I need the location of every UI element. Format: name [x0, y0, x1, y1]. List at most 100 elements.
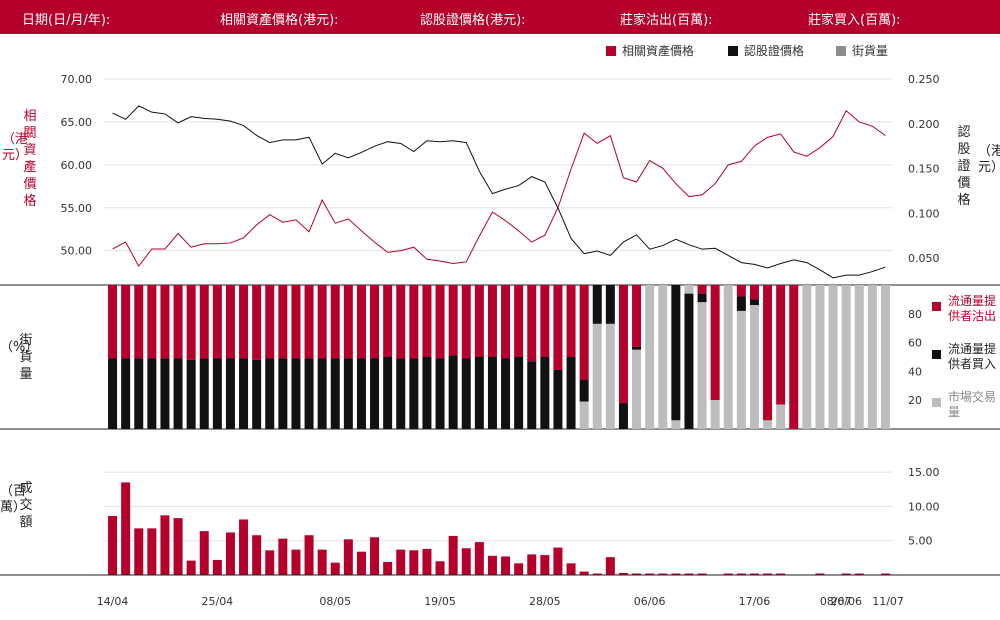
market-volume-bar [749, 305, 759, 429]
lp-buy-bar [487, 357, 497, 429]
lp-sell-bar [278, 285, 288, 359]
date-label: 日期(日/月/年): [22, 13, 111, 28]
lp-sell-bar [134, 285, 144, 359]
turnover-bar [160, 515, 170, 575]
lp-sell-bar [789, 285, 799, 429]
turnover-bar [409, 550, 419, 575]
turnover-bar [566, 563, 576, 575]
market-volume-bar [605, 323, 615, 429]
warrant-price-line [112, 105, 886, 279]
turnover-bar [448, 535, 458, 575]
turnover-bar [553, 547, 563, 575]
lp-buy-bar [435, 358, 445, 429]
turnover-bar [121, 482, 131, 575]
lp-buy-bar [632, 346, 642, 350]
mid-left-axis-unit: （%） [0, 340, 39, 355]
lp-sell-bar [252, 285, 262, 360]
legend-underlying-swatch [606, 46, 616, 56]
legend-outstanding-label: 街貨量 [852, 44, 889, 58]
market-volume-bar [684, 285, 694, 294]
lp-sell-bar [514, 285, 524, 357]
underlying-price-line [112, 109, 886, 268]
lp-buy-bar [514, 357, 524, 429]
mid-y-tick-label: 20 [908, 394, 922, 407]
x-tick-label: 08/07 [820, 595, 852, 608]
lp-sell-bar [540, 285, 550, 357]
lp-buy-bar [147, 358, 157, 429]
lp-sell-bar [763, 285, 773, 421]
bottom-y-tick-label: 5.00 [908, 535, 933, 548]
legend-warrant[interactable]: 認股證價格 [728, 42, 804, 59]
x-tick-label: 17/06 [739, 595, 771, 608]
lp-buy-bar [566, 357, 576, 429]
lp-sell-bar [553, 285, 563, 370]
turnover-bar [291, 549, 301, 575]
legend-outstanding-swatch [836, 46, 846, 56]
lp-buy-bar [749, 299, 759, 306]
turnover-bar [487, 555, 497, 575]
left-y-tick-label: 70.00 [61, 73, 93, 86]
turnover-bar [618, 572, 628, 575]
lp-sell-bar [225, 285, 235, 359]
x-tick-label: 06/06 [634, 595, 666, 608]
turnover-bar [396, 549, 406, 575]
lp-buy-bar [278, 358, 288, 429]
lp-sell-bar [370, 285, 380, 359]
market-volume-bar [854, 285, 864, 429]
bottom-left-axis-unit: （百萬） [0, 484, 27, 515]
lp-sell-bar [173, 285, 183, 359]
turnover-bar [723, 573, 733, 575]
x-tick-label: 08/05 [319, 595, 351, 608]
turnover-bar [252, 535, 262, 575]
chart-legend: 相關資產價格 認股證價格 街貨量 [0, 42, 1000, 60]
lp-sell-bar [749, 285, 759, 300]
lp-buy-bar [684, 293, 694, 429]
lp-buy-bar [618, 403, 628, 429]
lp-sell-swatch [932, 302, 941, 311]
market-volume-bar [710, 400, 720, 429]
turnover-bar [330, 562, 340, 575]
lp-buy-bar [317, 358, 327, 429]
lp-sell-legend: 流通量提供者沽出 [948, 294, 997, 323]
turnover-bar [422, 548, 432, 575]
legend-underlying-label: 相關資產價格 [622, 44, 695, 58]
lp-buy-bar [160, 358, 170, 429]
lp-sell-bar [618, 285, 628, 404]
lp-buy-bar [736, 296, 746, 311]
lp-sell-bar [199, 285, 209, 359]
turnover-bar [776, 573, 786, 575]
lp-buy-bar [239, 358, 249, 429]
lp-sell-bar [330, 285, 340, 359]
lp-buy-bar [448, 355, 458, 429]
lp-sell-bar [239, 285, 249, 359]
legend-underlying[interactable]: 相關資產價格 [606, 42, 694, 59]
lp-sell-bar [396, 285, 406, 359]
lp-sell-bar [212, 285, 222, 359]
market-volume-bar [815, 285, 825, 429]
lp-buy-bar [199, 358, 209, 429]
lp-sell-bar [435, 285, 445, 359]
lp-sell-bar [409, 285, 419, 359]
lp-buy-bar [291, 358, 301, 429]
turnover-bar [225, 532, 235, 575]
bottom-left-axis-title: 成交額 [19, 481, 33, 530]
turnover-bar [697, 573, 707, 575]
lp-sell-bar [317, 285, 327, 359]
turnover-bar [317, 549, 327, 575]
left-y-tick-label: 60.00 [61, 159, 93, 172]
legend-outstanding[interactable]: 街貨量 [836, 42, 888, 59]
lp-buy-bar [343, 358, 353, 429]
lp-sell-bar [566, 285, 576, 357]
lp-sell-bar [697, 285, 707, 294]
turnover-bar [763, 573, 773, 575]
market-volume-bar [658, 285, 668, 429]
mid-y-tick-label: 60 [908, 337, 922, 350]
turnover-bar [199, 531, 209, 575]
left-y-tick-label: 55.00 [61, 202, 93, 215]
market-maker-sold-label: 莊家沽出(百萬): [620, 13, 713, 28]
market-volume-bar [697, 302, 707, 429]
market-volume-bar [671, 420, 681, 429]
lp-sell-bar [108, 285, 118, 359]
lp-sell-bar [448, 285, 458, 356]
lp-buy-legend: 流通量提供者買入 [948, 342, 997, 371]
